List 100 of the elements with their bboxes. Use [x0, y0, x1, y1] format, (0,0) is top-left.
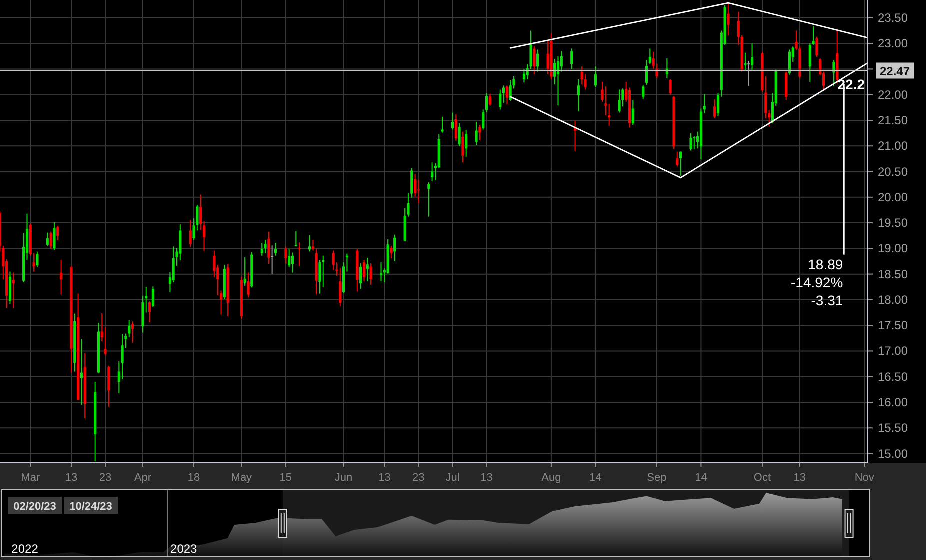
candlestick	[274, 242, 277, 256]
candlestick	[690, 132, 692, 152]
candlestick	[121, 334, 124, 380]
candlestick	[244, 256, 246, 287]
x-tick-label: Oct	[754, 472, 772, 484]
candlestick	[546, 40, 550, 75]
y-tick-label: 21.00	[878, 139, 908, 154]
candlestick	[172, 246, 175, 284]
x-tick-label: Aug	[542, 472, 562, 484]
candlestick	[271, 245, 274, 275]
candlestick	[291, 252, 294, 274]
y-tick-label: 21.50	[878, 113, 908, 128]
candlestick	[46, 232, 49, 247]
candlestick	[454, 114, 458, 142]
x-tick-label: Jun	[334, 472, 353, 484]
y-tick-label: 16.50	[878, 370, 908, 384]
annotation: -14.92%	[791, 274, 844, 290]
candlestick	[417, 179, 420, 204]
candlestick	[577, 78, 580, 112]
candlestick	[294, 230, 298, 248]
candlestick	[714, 98, 716, 119]
y-tick-label: 23.00	[878, 36, 908, 51]
y-tick-label: 20.50	[878, 164, 908, 179]
y-tick-label: 20.00	[878, 190, 908, 204]
candlestick	[56, 226, 60, 241]
candlestick	[488, 93, 492, 106]
x-tick-label: 14	[695, 472, 708, 484]
candlestick	[390, 246, 393, 259]
x-tick-label: 14	[590, 472, 602, 484]
candlestick	[312, 239, 314, 252]
annotation: 22.2	[838, 76, 866, 93]
candlestick	[362, 259, 366, 282]
x-tick-label: Jul	[446, 472, 460, 484]
y-tick-label: 22.00	[878, 88, 908, 102]
candlestick	[750, 43, 754, 71]
candlestick	[478, 124, 482, 141]
candlestick	[608, 104, 611, 127]
candlestick	[560, 50, 563, 72]
candlestick	[318, 259, 322, 294]
x-tick-label: 13	[65, 472, 78, 484]
candlestick	[108, 366, 110, 408]
candlestick	[370, 263, 372, 286]
annotation: 10/24/23	[70, 501, 112, 513]
annotation: -3.31	[811, 292, 844, 308]
x-tick-label: 23	[99, 472, 112, 484]
candlestick	[441, 116, 444, 134]
x-tick-label: 13	[480, 472, 493, 484]
x-tick-label: Apr	[134, 472, 152, 484]
candlestick	[816, 36, 818, 58]
candlestick	[53, 222, 56, 251]
candlestick	[152, 286, 154, 308]
candlestick	[499, 89, 502, 110]
candlestick	[148, 300, 152, 324]
y-tick-label: 18.00	[878, 292, 908, 307]
candlestick	[669, 78, 672, 96]
y-tick-label: 23.50	[878, 10, 908, 25]
candlestick	[533, 46, 536, 75]
candlestick	[339, 268, 342, 307]
x-tick-label: 18	[188, 472, 200, 484]
candlestick	[642, 84, 645, 100]
candlestick	[506, 85, 508, 106]
x-tick-label: Sep	[647, 472, 667, 484]
x-tick-label: 13	[794, 472, 806, 484]
candlestick	[60, 259, 63, 296]
x-tick-label: 23	[412, 472, 425, 484]
candlestick	[104, 326, 107, 356]
candlestick	[264, 239, 267, 254]
candlestick	[268, 231, 270, 265]
x-tick-label: 13	[378, 472, 391, 484]
y-tick-label: 17.50	[878, 318, 908, 333]
candlestick	[580, 66, 584, 86]
candlestick	[744, 52, 747, 71]
y-tick-label: 17.00	[878, 344, 908, 358]
x-tick-label: 2023	[170, 542, 198, 556]
candlestick	[632, 99, 634, 126]
candlestick	[570, 48, 574, 70]
candlestick	[693, 136, 696, 150]
candlestick	[458, 123, 461, 147]
candlestick	[189, 219, 192, 248]
candlestick	[131, 320, 134, 344]
candlestick	[451, 112, 454, 130]
candlestick	[394, 234, 396, 262]
annotation: 02/20/23	[14, 501, 56, 513]
candlestick	[50, 231, 52, 250]
y-tick-label: 19.00	[878, 242, 908, 256]
candlestick	[213, 250, 216, 278]
x-tick-label: Mar	[21, 472, 40, 484]
x-tick-label: May	[231, 472, 253, 484]
candlestick	[509, 80, 512, 102]
y-tick-label: 19.50	[878, 216, 908, 230]
candlestick	[475, 122, 478, 146]
x-tick-label: 15	[280, 472, 292, 484]
candlestick	[380, 262, 383, 282]
candlestick	[260, 242, 264, 256]
ref-line-label: 22.47	[880, 64, 910, 78]
x-tick-label: Nov	[854, 472, 875, 484]
y-tick-label: 16.00	[878, 395, 908, 410]
x-tick-label: 2022	[12, 542, 39, 556]
y-tick-label: 15.00	[878, 446, 908, 461]
candlestick	[308, 234, 312, 252]
